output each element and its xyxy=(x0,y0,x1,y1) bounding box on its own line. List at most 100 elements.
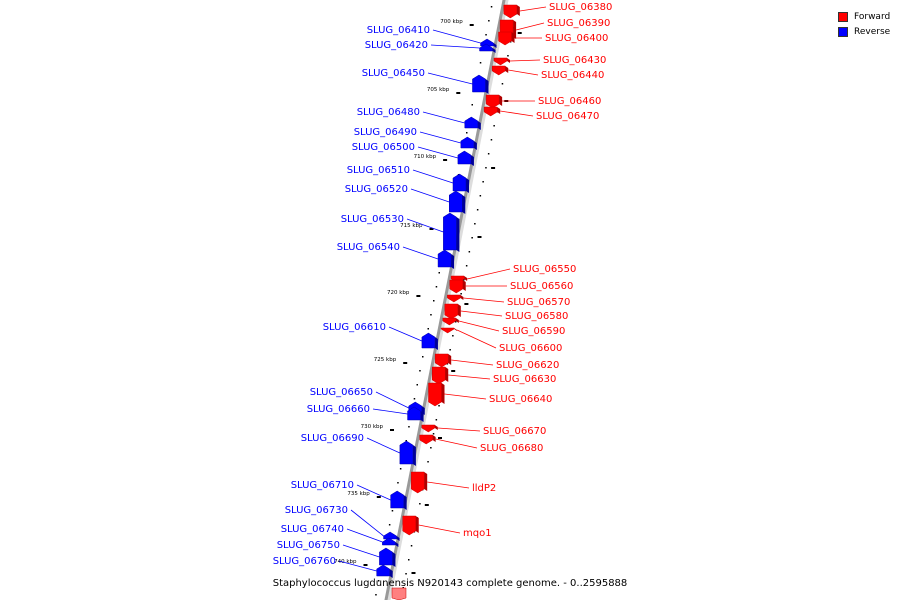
gene-arrow-reverse[interactable] xyxy=(382,537,396,546)
gene-arrow-forward[interactable] xyxy=(428,382,442,407)
gene-label[interactable]: SLUG_06410 xyxy=(367,25,430,36)
gene-label[interactable]: lldP2 xyxy=(472,483,496,494)
gene-label[interactable]: mqo1 xyxy=(463,528,492,539)
gene-label[interactable]: SLUG_06420 xyxy=(365,40,428,51)
gene-arrow-reverse[interactable] xyxy=(472,74,486,93)
gene-label[interactable]: SLUG_06450 xyxy=(362,68,425,79)
legend-item-forward: Forward xyxy=(838,9,890,24)
gene-arrow-forward[interactable] xyxy=(402,515,416,536)
gene-arrow-shade xyxy=(415,516,419,533)
gene-arrow-forward[interactable] xyxy=(498,31,512,46)
gene-arrow-reverse[interactable] xyxy=(421,332,436,349)
gene-connector xyxy=(430,44,480,49)
gene-arrow-forward[interactable] xyxy=(449,279,463,294)
gene-label[interactable]: SLUG_06380 xyxy=(549,2,612,13)
gene-arrow-shade xyxy=(505,66,509,73)
gene-connector xyxy=(406,218,444,233)
gene-arrow-shade xyxy=(456,217,460,252)
gene-arrow-reverse[interactable] xyxy=(437,249,452,268)
gene-label[interactable]: SLUG_06500 xyxy=(352,142,415,153)
backbone-dot xyxy=(501,83,504,85)
gene-label[interactable]: SLUG_06480 xyxy=(357,107,420,118)
gene-arrow-forward[interactable] xyxy=(491,65,506,76)
tick-mark xyxy=(376,496,381,498)
gene-label[interactable]: SLUG_06510 xyxy=(347,165,410,176)
gene-arrow-reverse[interactable] xyxy=(449,190,463,213)
gene-label[interactable]: SLUG_06740 xyxy=(281,524,344,535)
gene-label[interactable]: SLUG_06750 xyxy=(277,540,340,551)
gene-label[interactable]: SLUG_06610 xyxy=(323,322,386,333)
gene-arrow-forward[interactable] xyxy=(434,353,449,368)
gene-arrow-reverse[interactable] xyxy=(452,173,467,192)
gene-connector xyxy=(467,268,511,280)
gene-label[interactable]: SLUG_06680 xyxy=(480,443,543,454)
gene-arrow-reverse[interactable] xyxy=(443,212,457,251)
tick-label: 715 kbp xyxy=(400,223,423,229)
gene-arrow-reverse[interactable] xyxy=(407,406,421,421)
gene-label[interactable]: SLUG_06590 xyxy=(502,326,565,337)
gene-label[interactable]: SLUG_06640 xyxy=(489,394,552,405)
gene-label[interactable]: SLUG_06540 xyxy=(337,242,400,253)
gene-label[interactable]: SLUG_06570 xyxy=(507,297,570,308)
gene-arrow-forward[interactable] xyxy=(444,303,459,320)
gene-label[interactable]: SLUG_06530 xyxy=(341,214,404,225)
gene-label[interactable]: SLUG_06390 xyxy=(547,18,610,29)
gene-arrow-forward[interactable] xyxy=(440,327,455,334)
gene-arrow-shade xyxy=(470,155,474,166)
gene-arrow-reverse[interactable] xyxy=(390,490,404,509)
gene-label[interactable]: SLUG_06440 xyxy=(541,70,604,81)
gene-arrow-forward[interactable] xyxy=(447,294,461,303)
gene-arrow-reverse[interactable] xyxy=(376,564,390,577)
gene-label[interactable]: SLUG_06560 xyxy=(510,281,573,292)
backbone-dot xyxy=(507,55,509,57)
gene-arrow-forward[interactable] xyxy=(503,4,518,19)
gene-label[interactable]: SLUG_06630 xyxy=(493,374,556,385)
gene-arrow-reverse[interactable] xyxy=(460,136,475,149)
gene-label[interactable]: SLUG_06430 xyxy=(543,55,606,66)
gene-label[interactable]: SLUG_06690 xyxy=(301,433,364,444)
gene-arrow-forward[interactable] xyxy=(431,366,446,385)
gene-label[interactable]: SLUG_06460 xyxy=(538,96,601,107)
gene-label[interactable]: SLUG_06670 xyxy=(483,426,546,437)
gene-label[interactable]: SLUG_06650 xyxy=(310,387,373,398)
gene-arrow-reverse[interactable] xyxy=(457,150,472,165)
gene-arrow-forward[interactable] xyxy=(442,317,457,326)
gene-arrow-forward[interactable] xyxy=(419,434,433,445)
gene-connector xyxy=(356,484,391,501)
gene-arrow-forward[interactable] xyxy=(410,471,425,494)
gene-label[interactable]: SLUG_06760 xyxy=(273,556,336,567)
gene-label[interactable]: SLUG_06470 xyxy=(536,111,599,122)
gene-arrow-forward[interactable] xyxy=(391,587,407,600)
tick-mark xyxy=(469,24,474,26)
gene-arrow-shade xyxy=(434,425,438,430)
gene-label[interactable]: SLUG_06400 xyxy=(545,33,608,44)
gene-connector xyxy=(516,22,545,31)
gene-arrow-reverse[interactable] xyxy=(464,116,479,129)
gene-connector xyxy=(458,320,500,332)
gene-arrow-reverse[interactable] xyxy=(399,440,414,465)
gene-label[interactable]: SLUG_06660 xyxy=(307,404,370,415)
gene-arrow-reverse[interactable] xyxy=(383,531,397,540)
gene-label[interactable]: SLUG_06580 xyxy=(505,311,568,322)
gene-arrow-reverse[interactable] xyxy=(480,38,494,47)
gene-label[interactable]: SLUG_06730 xyxy=(285,505,348,516)
tick-mark xyxy=(451,370,456,372)
backbone-dot xyxy=(490,139,493,141)
gene-arrow-shade xyxy=(457,304,461,317)
gene-arrow-forward[interactable] xyxy=(483,106,498,117)
gene-arrow-forward[interactable] xyxy=(485,94,500,109)
gene-label[interactable]: SLUG_06620 xyxy=(496,360,559,371)
gene-layer xyxy=(376,4,520,600)
gene-label[interactable]: SLUG_06550 xyxy=(513,264,576,275)
gene-arrow-reverse[interactable] xyxy=(379,547,393,566)
gene-arrow-reverse[interactable] xyxy=(479,43,493,52)
gene-arrow-forward[interactable] xyxy=(421,424,436,433)
gene-label[interactable]: SLUG_06710 xyxy=(291,480,354,491)
label-layer: SLUG_06380 SLUG_06390 SLUG_06400 SLUG_06410… xyxy=(273,2,613,567)
gene-connector xyxy=(435,438,478,449)
gene-label[interactable]: SLUG_06600 xyxy=(499,343,562,354)
gene-arrow-forward[interactable] xyxy=(493,57,508,66)
gene-label[interactable]: SLUG_06490 xyxy=(354,127,417,138)
legend: Forward Reverse xyxy=(838,9,890,39)
gene-label[interactable]: SLUG_06520 xyxy=(345,184,408,195)
